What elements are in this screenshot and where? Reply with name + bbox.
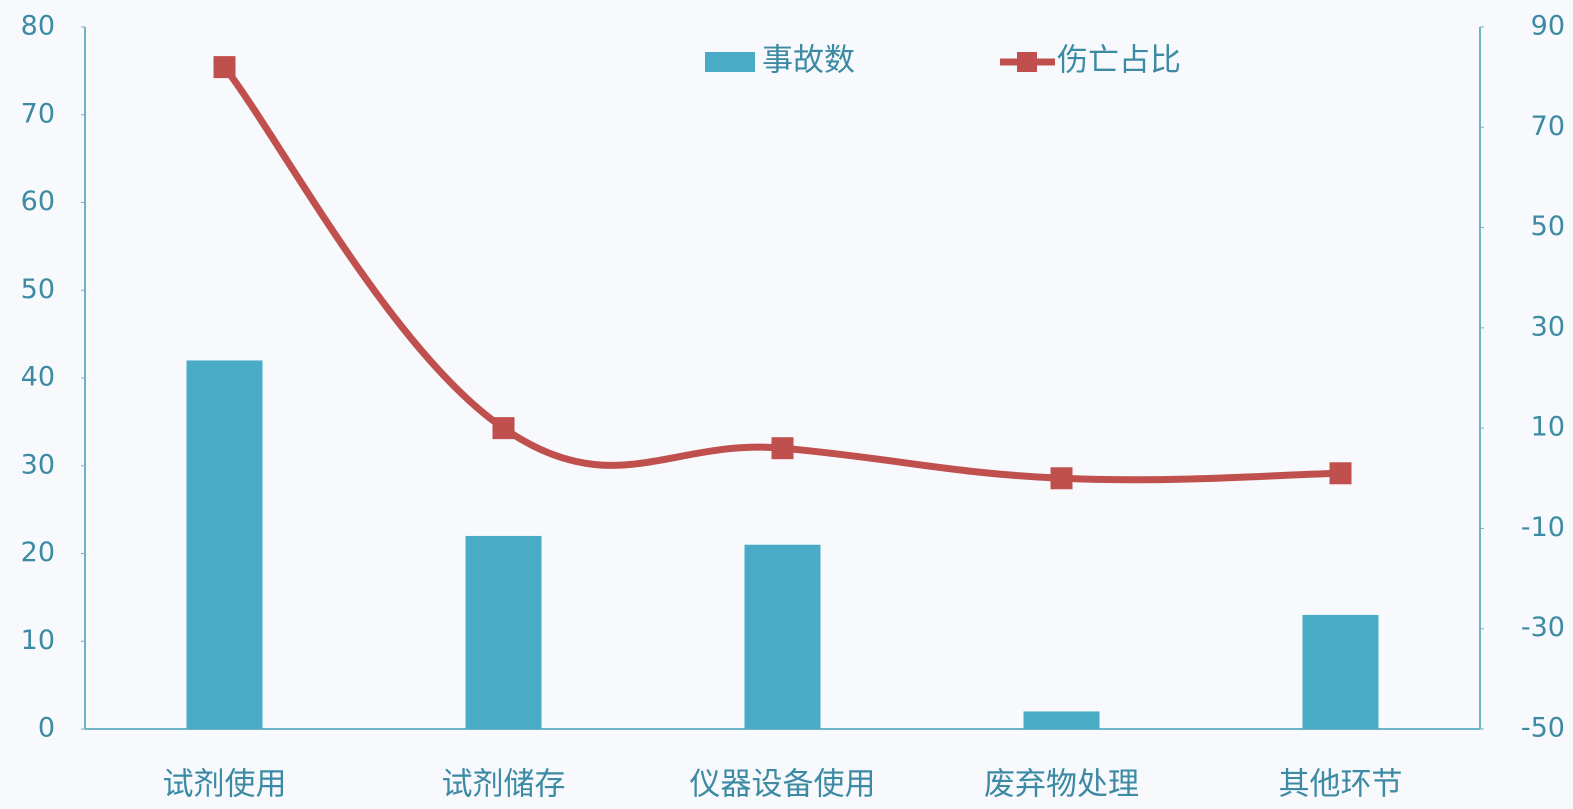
marker (214, 56, 236, 78)
y-tick-label: 10 (21, 625, 55, 656)
y-tick-label: 60 (21, 186, 55, 217)
marker (772, 437, 794, 459)
y-tick-label: 50 (21, 274, 55, 305)
x-tick-label: 试剂储存 (442, 767, 566, 803)
y2-tick-label: 30 (1531, 311, 1565, 342)
y-tick-label: 80 (21, 11, 55, 42)
marker (1051, 467, 1073, 489)
bar (1303, 615, 1379, 729)
y2-tick-label: 10 (1531, 412, 1565, 443)
y2-tick-label: 70 (1531, 111, 1565, 142)
x-tick-label: 仪器设备使用 (690, 767, 876, 803)
chart: 0 10 20 30 40 50 60 70 80 -50 -30 -10 10 30 50 70 90 试剂使用… (0, 0, 1573, 809)
bar (745, 545, 821, 729)
legend-swatch (1017, 52, 1037, 72)
bar (466, 536, 542, 729)
y2-tick-label: -10 (1521, 512, 1565, 543)
y-tick-label: 40 (21, 362, 55, 393)
y2-tick-label: 50 (1531, 211, 1565, 242)
bar (187, 360, 263, 729)
y2-tick-label: 90 (1531, 11, 1565, 42)
marker (493, 417, 515, 439)
y2-tick-label: -50 (1521, 713, 1565, 744)
marker (1330, 462, 1352, 484)
legend-swatch (705, 52, 755, 72)
y2-tick-label: -30 (1521, 612, 1565, 643)
y-tick-label: 0 (38, 713, 55, 744)
y-tick-label: 20 (21, 537, 55, 568)
x-tick-label: 试剂使用 (163, 767, 287, 803)
page: {"chart_data": {"type": "bar-line", "cat… (0, 0, 1573, 809)
legend-label: 事故数 (762, 43, 855, 79)
x-tick-label: 废弃物处理 (984, 767, 1139, 803)
x-tick-label: 其他环节 (1279, 767, 1403, 803)
legend-label: 伤亡占比 (1057, 43, 1181, 79)
y-tick-label: 30 (21, 449, 55, 480)
y-tick-label: 70 (21, 98, 55, 129)
bar (1024, 711, 1100, 729)
